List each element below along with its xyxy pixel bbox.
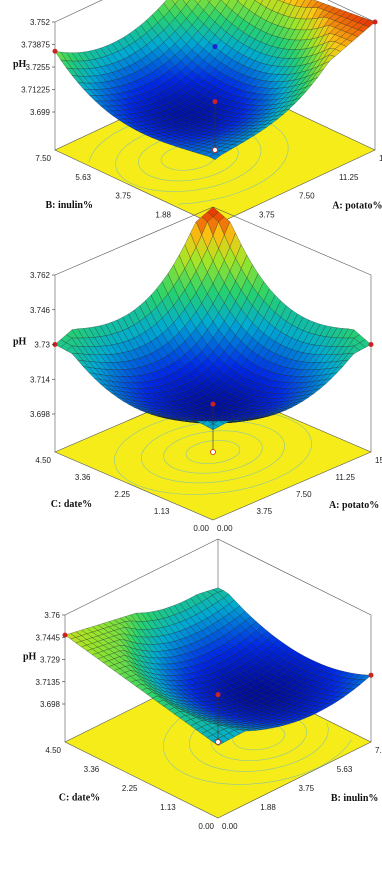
y-tick-label: 0.00: [193, 524, 209, 533]
surface-plot-potato-inulin: 3.7523.738753.72553.712253.699pH0.003.75…: [13, 0, 382, 238]
back-edge-line: [212, 206, 372, 276]
surface-cell: [182, 0, 190, 5]
y-tick-label: 3.36: [84, 765, 100, 774]
floor-contour: [163, 430, 263, 474]
surface-cell: [209, 153, 221, 160]
z-tick-label: 3.699: [30, 108, 51, 117]
y-tick-label: 2.25: [114, 490, 130, 499]
y-tick-label: 1.13: [154, 507, 170, 516]
back-edge-line: [54, 0, 103, 23]
x-tick-label: 7.50: [299, 192, 315, 201]
y-tick-label: 4.50: [45, 746, 61, 755]
z-axis-label: pH: [23, 652, 37, 663]
x-tick-label: 0.00: [217, 524, 233, 533]
x-tick-label: 5.63: [337, 765, 353, 774]
back-edge-line: [64, 538, 219, 616]
y-tick-label: 1.88: [155, 210, 171, 219]
floor-contour: [178, 120, 289, 205]
back-edge-line: [327, 0, 376, 23]
y-axis-label: B: inulin%: [45, 200, 93, 211]
design-point: [210, 401, 216, 407]
design-point: [212, 44, 218, 50]
x-tick-label: 15.00: [375, 456, 382, 465]
response-surface: [64, 587, 372, 746]
surface-plot-potato-date: 3.762 3.746 3.73 3.714 3.698 pH 0.00 3.75 7.50 11…: [13, 206, 382, 533]
x-tick-label: 3.75: [299, 784, 315, 793]
design-point: [368, 342, 374, 347]
design-point-floor: [215, 739, 221, 745]
surface-cell: [171, 0, 179, 5]
y-tick-label: 2.25: [122, 784, 138, 793]
x-tick-label: 7.50: [375, 746, 382, 755]
surface-cell: [194, 0, 201, 5]
x-tick-label: 1.88: [260, 803, 276, 812]
x-axis-label: B: inulin%: [331, 793, 379, 804]
z-tick-label: 3.7135: [36, 678, 61, 687]
back-edge-line: [217, 538, 372, 616]
response-surface: [54, 0, 376, 160]
x-axis-label: A: potato%: [332, 201, 382, 212]
design-point: [215, 692, 221, 698]
y-tick-label: 0.00: [198, 822, 214, 831]
y-tick-label: 1.13: [160, 803, 176, 812]
y-tick-label: 7.50: [35, 154, 51, 163]
z-tick-label: 3.73: [34, 341, 50, 350]
x-axis-label: A: potato%: [329, 500, 379, 511]
design-point: [368, 672, 374, 678]
z-tick-label: 3.73875: [21, 41, 50, 50]
x-tick-label: 3.75: [259, 210, 275, 219]
surface-plot-inulin-date: 3.76 3.7445 3.729 3.7135 3.698 pH 0.00 1.88 3.75…: [23, 538, 382, 831]
y-tick-label: 3.36: [75, 473, 91, 482]
z-tick-label: 3.714: [30, 375, 51, 384]
surface-cell: [207, 0, 211, 3]
z-tick-label: 3.698: [40, 700, 61, 709]
z-axis-label: pH: [13, 59, 27, 70]
y-tick-label: 5.63: [75, 173, 91, 182]
y-axis-label: C: date%: [51, 499, 92, 510]
y-tick-label: 3.75: [115, 192, 131, 201]
design-point: [212, 99, 218, 105]
z-axis-label: pH: [13, 337, 27, 348]
x-tick-label: 7.50: [296, 490, 312, 499]
z-tick-label: 3.76: [44, 611, 60, 620]
design-point-floor: [210, 449, 216, 455]
floor-contour: [185, 440, 241, 464]
z-tick-label: 3.729: [40, 656, 61, 665]
x-tick-label: 15.00: [379, 154, 382, 163]
z-tick-label: 3.746: [30, 306, 51, 315]
z-tick-label: 3.698: [30, 410, 51, 419]
response-surface: [54, 206, 372, 431]
z-tick-label: 3.7445: [36, 633, 61, 642]
y-axis-label: C: date%: [59, 792, 100, 803]
x-tick-label: 3.75: [257, 507, 273, 516]
back-edge-line: [54, 206, 214, 276]
x-tick-label: 11.25: [339, 173, 359, 182]
z-tick-label: 3.752: [30, 18, 51, 27]
y-tick-label: 4.50: [35, 456, 51, 465]
design-point: [52, 48, 58, 54]
design-point: [62, 632, 68, 638]
x-tick-label: 0.00: [222, 822, 238, 831]
z-tick-label: 3.762: [30, 271, 51, 280]
z-tick-label: 3.7255: [26, 63, 51, 72]
z-tick-label: 3.71225: [21, 86, 50, 95]
design-point: [372, 19, 378, 25]
design-point-floor: [212, 147, 218, 153]
x-tick-label: 11.25: [336, 473, 356, 482]
